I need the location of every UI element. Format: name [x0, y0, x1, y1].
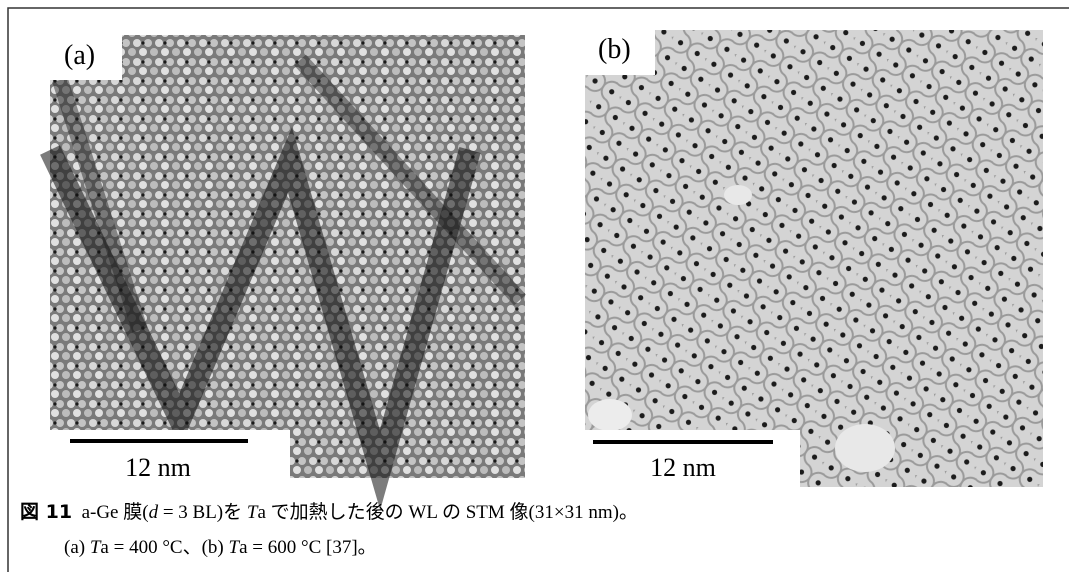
- page: (a) 12 nm (b) 12 nm 図 11 a-Ge 膜(d = 3 BL…: [0, 0, 1069, 572]
- caption-line: 図 11 a-Ge 膜(d = 3 BL)を Ta で加熱した後の WL の S…: [20, 497, 638, 524]
- panel-label: (a): [64, 40, 95, 71]
- stm-image: [585, 30, 1043, 487]
- caption-text: T: [229, 537, 240, 558]
- caption-text: a = 600 °C [37]。: [239, 537, 377, 558]
- caption-text: a = 400 °C、(b): [100, 537, 228, 558]
- panel-a: (a) 12 nm: [50, 35, 525, 482]
- caption-number: 図 11: [20, 501, 72, 523]
- panel-b: (b) 12 nm: [585, 30, 1043, 487]
- scale-label: 12 nm: [650, 453, 716, 482]
- scale-label: 12 nm: [125, 453, 191, 482]
- caption-text: a で加熱した後の WL の STM 像(31×31 nm)。: [257, 502, 637, 523]
- caption-line: (a) Ta = 400 °C、(b) Ta = 600 °C [37]。: [64, 532, 377, 559]
- panel-label: (b): [598, 34, 631, 65]
- figure: (a) 12 nm (b) 12 nm: [0, 0, 1069, 572]
- caption-text: (a): [64, 537, 90, 558]
- caption-text: a-Ge 膜(: [82, 502, 149, 523]
- caption-text: = 3 BL)を: [158, 502, 247, 523]
- caption-text: T: [247, 502, 258, 523]
- caption-text: T: [90, 537, 101, 558]
- caption-text: d: [149, 502, 159, 523]
